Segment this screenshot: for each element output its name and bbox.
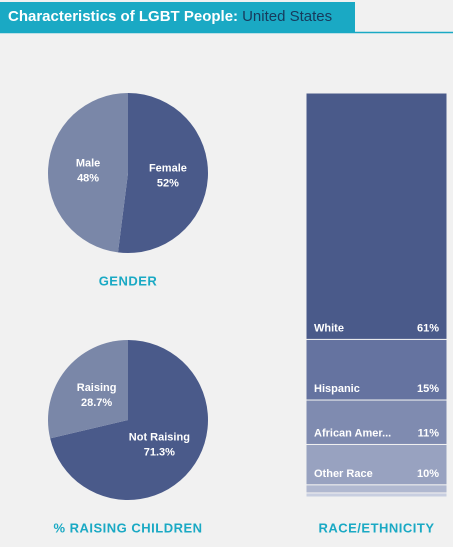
bar-segment [305, 443, 448, 486]
slice-label: Male [76, 157, 100, 169]
slice-value-label: 52% [157, 177, 179, 189]
slice-value-label: 28.7% [81, 397, 112, 409]
header-location: United States [242, 8, 332, 25]
pie-slice [50, 340, 209, 501]
segment-value-label: 10% [417, 468, 439, 480]
chart-title: RACE/ETHNICITY [318, 520, 434, 535]
header: Characteristics of LGBT People: United St… [8, 8, 332, 25]
header-title: Characteristics of LGBT People: [8, 8, 238, 25]
pie-slice [47, 340, 128, 439]
segment-label: Hispanic [314, 383, 360, 395]
bar-segment [305, 484, 448, 494]
chart-title: % RAISING CHILDREN [53, 520, 202, 535]
segment-value-label: 61% [417, 322, 439, 334]
bar-segment [305, 92, 448, 340]
pie-slice [117, 93, 208, 253]
slice-label: Female [149, 162, 187, 174]
slice-label: Raising [77, 382, 117, 394]
bar-segment [305, 338, 448, 401]
slice-value-label: 71.3% [144, 447, 175, 459]
segment-label: Other Race [314, 468, 373, 480]
chart-title: GENDER [99, 273, 158, 288]
segment-label: White [314, 322, 344, 334]
segment-value-label: 11% [418, 427, 440, 439]
header-band [0, 2, 355, 32]
segment-label: African Amer... [314, 427, 391, 439]
slice-label: Not Raising [129, 432, 190, 444]
pie-slice [47, 93, 128, 253]
slice-value-label: 48% [77, 172, 99, 184]
bar-segment [305, 492, 448, 498]
segment-value-label: 15% [417, 383, 439, 395]
